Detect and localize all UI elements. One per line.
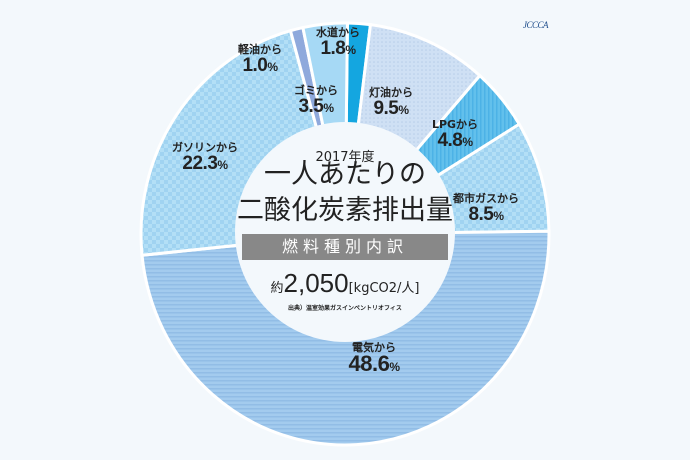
label-waste: ゴミから 3.5% xyxy=(294,84,338,118)
total-prefix: 約 xyxy=(270,281,284,296)
label-name: 電気から xyxy=(352,341,396,354)
label-diesel: 軽油から 1.0% xyxy=(238,43,282,77)
total-unit: [kgCO2/人] xyxy=(348,281,420,296)
label-value: 1.8% xyxy=(320,38,356,59)
label-name: 軽油から xyxy=(238,43,282,56)
source-note: 出典）温室効果ガスインベントリオフィス xyxy=(288,305,402,312)
chart-subtitle-band: 燃料種別内訳 xyxy=(242,234,448,260)
label-gasoline: ガソリンから 22.3% xyxy=(172,141,238,175)
chart-title-line1: 一人あたりの xyxy=(264,159,426,190)
label-electricity: 電気から 48.6% xyxy=(348,341,401,377)
label-water: 水道から 1.8% xyxy=(316,26,360,60)
chart-title-line2: 二酸化炭素排出量 xyxy=(237,195,453,226)
label-city-gas: 都市ガスから 8.5% xyxy=(453,192,519,226)
label-name: ガソリンから xyxy=(172,141,238,154)
label-value: 1.0% xyxy=(242,55,278,76)
label-value: 22.3% xyxy=(182,153,228,174)
total-value: 2,050 xyxy=(283,268,349,298)
label-kerosene: 灯油から 9.5% xyxy=(369,86,413,120)
label-name: LPGから xyxy=(431,118,479,131)
label-lpg: LPGから 4.8% xyxy=(432,118,478,152)
label-name: 水道から xyxy=(316,26,360,39)
label-value: 3.5% xyxy=(298,96,334,117)
total-emission: 約2,050[kgCO2/人] xyxy=(271,268,420,299)
label-name: 都市ガスから xyxy=(453,192,519,205)
label-name: 灯油から xyxy=(369,86,413,99)
label-value: 8.5% xyxy=(468,204,504,225)
label-value: 4.8% xyxy=(437,130,473,151)
chart-year: 2017年度 xyxy=(315,150,375,165)
label-name: ゴミから xyxy=(294,84,338,97)
jccca-logo: JCCCA xyxy=(523,20,549,30)
label-value: 48.6% xyxy=(348,351,401,376)
label-value: 9.5% xyxy=(373,98,409,119)
